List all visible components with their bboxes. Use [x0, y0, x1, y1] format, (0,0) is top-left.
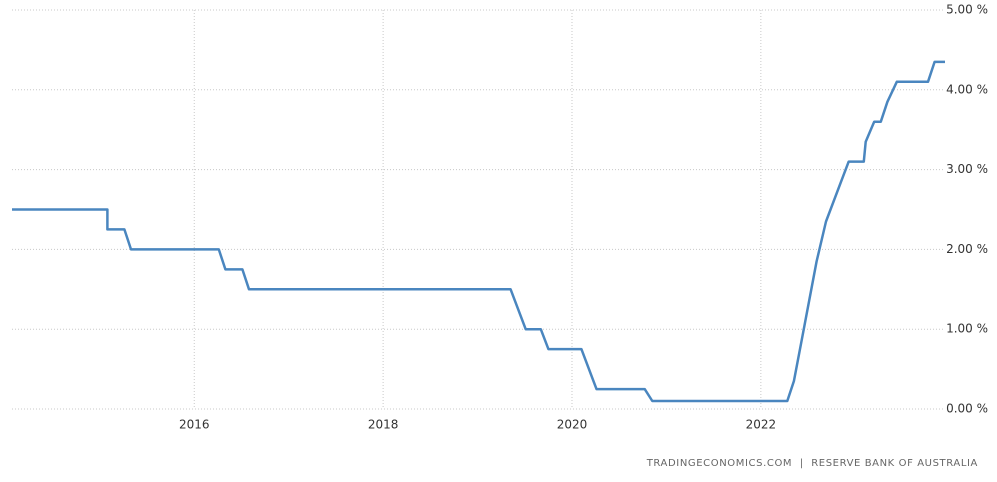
x-tick-label: 2020: [557, 418, 588, 432]
x-tick-label: 2018: [368, 418, 399, 432]
y-tick-label: 1.00 %: [946, 322, 988, 336]
y-tick-label: 3.00 %: [946, 162, 988, 176]
source-note: TRADINGECONOMICS.COM | RESERVE BANK OF A…: [646, 458, 978, 469]
x-tick-label: 2022: [746, 418, 777, 432]
x-tick-label: 2016: [179, 418, 210, 432]
y-tick-label: 4.00 %: [946, 82, 988, 96]
y-tick-label: 2.00 %: [946, 242, 988, 256]
data-line: [12, 60, 945, 403]
y-tick-label: 5.00 %: [946, 3, 988, 17]
y-tick-label: 0.00 %: [946, 402, 988, 416]
